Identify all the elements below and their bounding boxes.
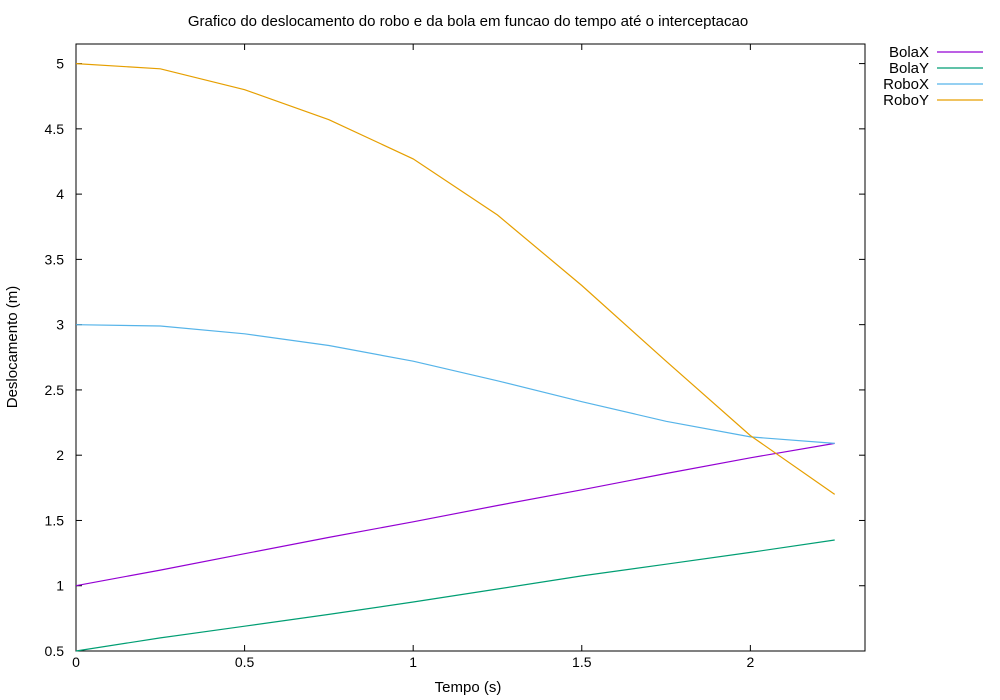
x-tick-label: 2	[746, 654, 754, 670]
y-tick-label: 1	[56, 578, 64, 594]
x-tick-label: 1.5	[572, 654, 592, 670]
chart-title: Grafico do deslocamento do robo e da bol…	[188, 13, 748, 30]
series-line-bolax	[75, 442, 835, 587]
series-line-roboy	[75, 63, 836, 495]
x-tick-label: 1	[409, 654, 417, 670]
x-tick-label: 0	[72, 654, 80, 670]
y-tick-label: 1.5	[45, 512, 65, 528]
series-line-robox	[75, 324, 835, 444]
series-line-bolay	[75, 539, 835, 652]
x-axis-label: Tempo (s)	[435, 679, 502, 696]
y-tick-label: 3.5	[45, 251, 65, 267]
y-tick-label: 5	[56, 56, 64, 72]
y-tick-label: 3	[56, 317, 64, 333]
axis-tick-labels: 0 0.5 1 1.5 2 0.5 1 1.5 2 2.5 3 3.5 4 4.5 5	[45, 56, 755, 670]
series-lines	[75, 63, 836, 652]
x-tick-label: 0.5	[235, 654, 255, 670]
legend-label-robox: RoboX	[883, 76, 929, 93]
y-tick-label: 4	[56, 186, 64, 202]
y-tick-label: 0.5	[45, 643, 65, 659]
legend-label-bolax: BolaX	[889, 44, 929, 61]
y-tick-label: 2	[56, 447, 64, 463]
y-tick-label: 4.5	[45, 121, 65, 137]
y-axis-label: Deslocamento (m)	[4, 286, 21, 409]
y-tick-label: 2.5	[45, 382, 65, 398]
legend-label-roboy: RoboY	[883, 92, 929, 109]
axis-ticks	[75, 44, 865, 652]
legend-label-bolay: BolaY	[889, 60, 929, 77]
plot-frame	[75, 43, 866, 652]
